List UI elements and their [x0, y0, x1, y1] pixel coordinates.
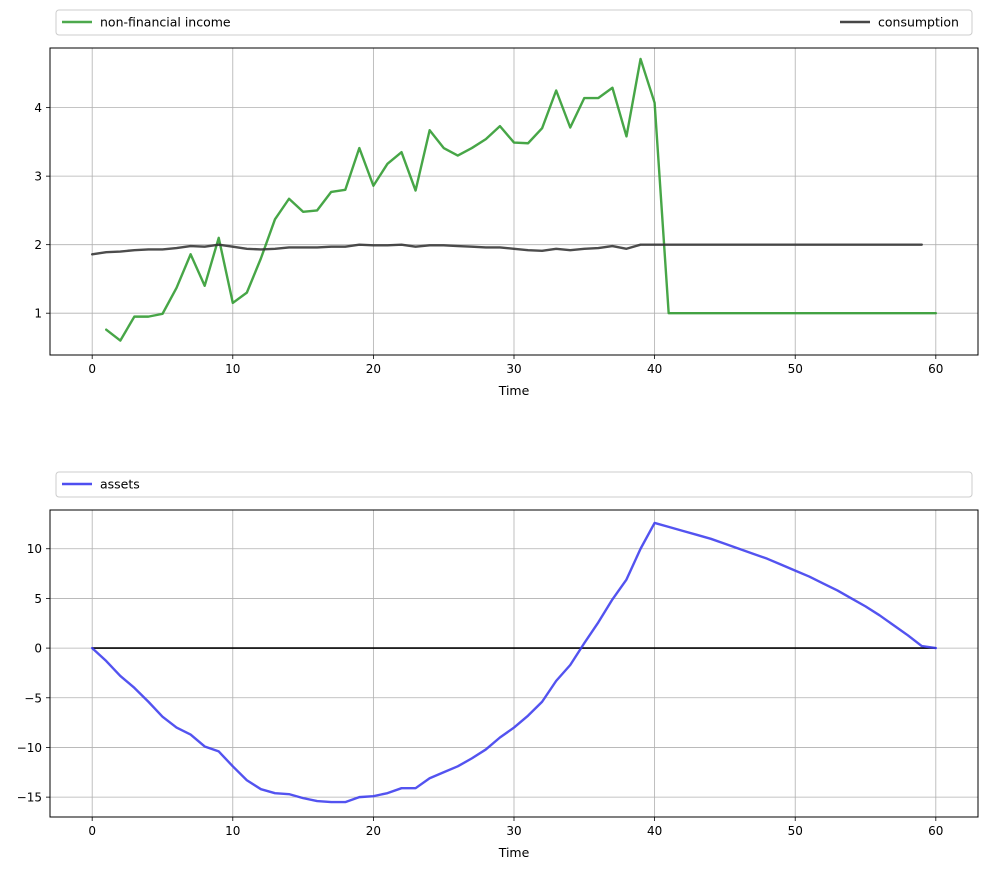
y-tick-label: 1 — [34, 307, 42, 321]
x-tick-label: 40 — [647, 824, 662, 838]
income-consumption-plot: 0 10 20 30 40 50 60 1 2 3 4 Time non-financial inc… — [34, 9, 979, 398]
x-tick-label: 50 — [788, 362, 803, 376]
x-tick-label: 20 — [366, 362, 381, 376]
x-tick-label: 0 — [88, 362, 96, 376]
x-tick-label: 60 — [928, 362, 943, 376]
legend-box — [55, 9, 973, 36]
series-line-consumption — [90, 243, 923, 256]
series-line-assets — [90, 521, 938, 804]
y-tick-label: −15 — [17, 791, 42, 805]
x-axis-label: Time — [498, 845, 530, 860]
y-tick-label: 2 — [34, 238, 42, 252]
legend: non-financial income consumption — [55, 9, 973, 36]
x-tick-label: 60 — [928, 824, 943, 838]
legend-entry-consumption: consumption — [840, 15, 959, 30]
ticks: 0 10 20 30 40 50 60 1 2 3 4 — [34, 101, 943, 376]
legend: assets — [55, 471, 973, 498]
x-axis-label: Time — [498, 383, 530, 398]
x-tick-label: 10 — [225, 824, 240, 838]
y-tick-label: 10 — [27, 542, 42, 556]
grid — [50, 48, 978, 355]
x-tick-label: 40 — [647, 362, 662, 376]
y-tick-label: −5 — [24, 691, 42, 705]
y-tick-label: 4 — [34, 101, 42, 115]
x-tick-label: 30 — [506, 362, 521, 376]
series-group — [90, 521, 938, 804]
y-tick-label: 5 — [34, 592, 42, 606]
x-tick-label: 0 — [88, 824, 96, 838]
x-tick-label: 20 — [366, 824, 381, 838]
legend-label-non-financial-income: non-financial income — [100, 15, 231, 30]
legend-box — [55, 471, 973, 498]
y-tick-label: 3 — [34, 170, 42, 184]
y-tick-label: −10 — [17, 741, 42, 755]
assets-plot: 0 10 20 30 40 50 60 −15 −10 −5 0 5 10 Time assets — [17, 471, 979, 860]
legend-entry-non-financial-income: non-financial income — [62, 15, 231, 30]
x-tick-label: 30 — [506, 824, 521, 838]
x-tick-label: 10 — [225, 362, 240, 376]
series-group — [90, 57, 938, 342]
y-tick-label: 0 — [34, 642, 42, 656]
legend-entry-assets: assets — [62, 477, 140, 492]
legend-label-assets: assets — [100, 477, 140, 492]
series-line-non-financial-income — [105, 57, 938, 342]
ticks: 0 10 20 30 40 50 60 −15 −10 −5 0 5 10 — [17, 542, 944, 838]
x-tick-label: 50 — [788, 824, 803, 838]
legend-label-consumption: consumption — [878, 15, 959, 30]
